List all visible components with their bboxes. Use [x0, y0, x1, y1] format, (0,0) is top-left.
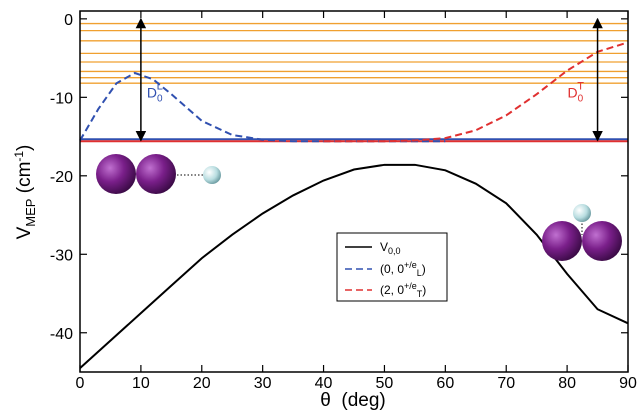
legend-text: ) — [422, 283, 426, 297]
y-tick-label: -10 — [50, 90, 73, 107]
legend-text: L — [417, 268, 422, 278]
label-part: MEP — [23, 199, 38, 227]
atom — [96, 154, 136, 194]
annotation-part: 0 — [157, 94, 163, 105]
legend-text: V — [380, 240, 388, 254]
series-line — [79, 163, 629, 369]
legend-label: (0, 0+/eL) — [380, 260, 426, 278]
x-tick-label: 10 — [132, 375, 150, 392]
molecule-left — [96, 154, 221, 194]
atom — [203, 166, 221, 184]
x-tick-label: 20 — [193, 375, 211, 392]
y-axis-label: VMEP (cm-1) — [12, 145, 38, 240]
x-tick-label: 50 — [376, 375, 394, 392]
annotation-part: L — [157, 81, 163, 93]
x-tick-label: 30 — [254, 375, 272, 392]
x-tick-label: 60 — [436, 375, 454, 392]
annotation: D0T — [568, 81, 585, 105]
annotation-part: D — [147, 85, 157, 101]
legend-text: (0, 0 — [380, 262, 404, 276]
legend-text: +/e — [404, 260, 417, 270]
annotation-part: T — [577, 81, 584, 93]
x-axis-label: θ (deg) — [320, 390, 386, 411]
x-tick-label: 90 — [619, 375, 637, 392]
label-part: (cm — [14, 162, 35, 199]
legend-text: 0,0 — [388, 246, 401, 256]
y-tick-label: -30 — [50, 247, 73, 264]
legend-box — [336, 232, 448, 302]
annotation-part: D — [568, 85, 578, 101]
series-line — [323, 41, 629, 143]
legend-label: (2, 0+/eT) — [380, 281, 426, 299]
y-tick-label: -20 — [50, 169, 73, 186]
x-tick-label: 40 — [315, 375, 333, 392]
legend-label: V0,0 — [380, 240, 401, 256]
annotation: D0L — [147, 81, 163, 105]
label-part: ) — [14, 145, 35, 151]
legend: V0,0 (0, 0+/eL) (2, 0+/eT) — [336, 232, 448, 302]
x-tick-label: 0 — [76, 375, 85, 392]
annotation-part: 0 — [578, 94, 584, 105]
legend-text: +/e — [404, 281, 417, 291]
atom — [542, 221, 582, 261]
x-tick-label: 70 — [497, 375, 515, 392]
label-part: -1 — [12, 151, 26, 162]
atom — [573, 204, 591, 222]
label-part: (deg) — [331, 390, 386, 411]
plot-frame — [79, 10, 629, 373]
legend-text: T — [417, 289, 423, 299]
molecule-right — [542, 204, 622, 261]
y-tick-label: 0 — [64, 12, 73, 29]
label-part: V — [14, 226, 35, 239]
atom — [136, 154, 176, 194]
legend-text: (2, 0 — [380, 283, 404, 297]
x-tick-label: 80 — [558, 375, 576, 392]
legend-text: ) — [422, 262, 426, 276]
label-part: θ — [320, 390, 331, 411]
y-tick-label: -40 — [50, 326, 73, 343]
atom — [582, 221, 622, 261]
